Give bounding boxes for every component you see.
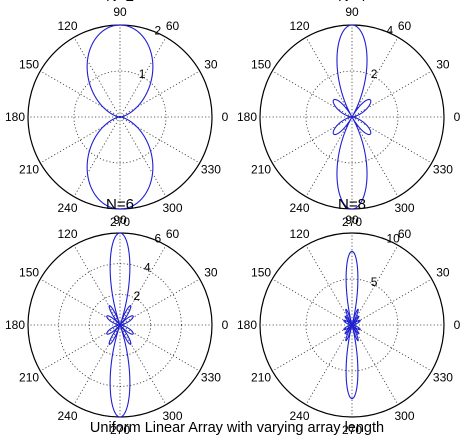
angle-tick-label: 150 [251,58,271,72]
angle-tick-label: 270 [342,215,362,229]
radial-grid-ring [73,70,167,164]
angle-tick-label: 30 [436,58,450,72]
angle-tick-label: 60 [166,227,180,241]
angular-grid-spoke [272,70,353,118]
angle-tick-label: 240 [289,409,309,423]
angular-grid-spoke [272,278,353,326]
angle-tick-label: 120 [57,19,77,33]
angular-grid-spoke [119,324,167,405]
radiation-pattern-line [86,24,154,210]
angular-grid-spoke [272,116,353,164]
angular-grid-spoke [305,245,353,326]
angular-grid-spoke [40,116,121,164]
angle-tick-label: 300 [162,409,182,423]
polar-plot-1: 0 30 60 90 120 150 180 210 240 270 300 330 1 2 N=2 [5,0,229,229]
angle-tick-label: 210 [19,163,39,177]
radial-tick-label: 2 [154,24,161,38]
angle-tick-label: 120 [289,19,309,33]
angle-tick-label: 300 [394,409,414,423]
angle-tick-label: 150 [251,266,271,280]
angular-grid-spoke [73,37,121,118]
radiation-pattern-line [332,24,372,210]
angle-tick-label: 300 [394,201,414,215]
angle-tick-label: 0 [222,318,229,332]
angle-tick-label: 150 [19,266,39,280]
radial-tick-label: 2 [371,67,378,81]
angle-tick-label: 180 [237,318,257,332]
angle-tick-label: 270 [110,423,130,437]
radiation-pattern-line [343,250,361,400]
angle-tick-label: 180 [5,318,25,332]
radial-grid-ring [305,278,399,372]
angle-tick-label: 300 [162,201,182,215]
plot-title: N=2 [106,0,134,5]
angle-tick-label: 60 [398,19,412,33]
angle-tick-label: 210 [19,371,39,385]
angle-tick-label: 180 [237,110,257,124]
angle-tick-label: 270 [342,423,362,437]
figure-caption: Uniform Linear Array with varying array … [89,420,385,436]
angle-tick-label: 0 [222,110,229,124]
angle-tick-label: 330 [433,163,453,177]
plot-title: N=4 [338,0,366,5]
angular-grid-spoke [73,245,121,326]
angular-grid-spoke [119,245,167,326]
angle-tick-label: 330 [201,163,221,177]
angle-tick-label: 90 [113,213,127,227]
angle-tick-label: 270 [110,215,130,229]
angular-grid-spoke [351,70,432,118]
angular-grid-spoke [351,278,432,326]
polar-plot-3: 0 30 60 90 120 150 180 210 240 270 300 330 2 46 N=6 [5,196,229,437]
angle-tick-label: 90 [345,5,359,19]
angle-tick-label: 120 [289,227,309,241]
angle-tick-label: 60 [398,227,412,241]
polar-plot-2: 0 30 60 90 120 150 180 210 240 270 300 330 2 4 N=4 [237,0,461,229]
outer-axis-circle [259,232,445,418]
angle-tick-label: 120 [57,227,77,241]
angle-tick-label: 30 [204,58,218,72]
angular-grid-spoke [119,70,200,118]
plot-title: N=6 [106,196,134,213]
angular-grid-spoke [40,70,121,118]
angle-tick-label: 60 [166,19,180,33]
angle-tick-label: 90 [345,213,359,227]
angle-tick-label: 30 [204,266,218,280]
angle-tick-label: 150 [19,58,39,72]
angle-tick-label: 240 [289,201,309,215]
angle-tick-label: 180 [5,110,25,124]
radial-tick-label: 4 [144,260,151,274]
angular-grid-spoke [272,324,353,372]
angle-tick-label: 210 [251,163,271,177]
angle-tick-label: 240 [57,201,77,215]
angle-tick-label: 210 [251,371,271,385]
angle-tick-label: 330 [433,371,453,385]
radial-grid-ring [305,70,399,164]
radial-tick-label: 4 [386,24,393,38]
radial-tick-label: 1 [139,67,146,81]
angle-tick-label: 0 [454,318,461,332]
angular-grid-spoke [73,324,121,405]
radial-tick-label: 5 [371,275,378,289]
angle-tick-label: 330 [201,371,221,385]
angle-tick-label: 30 [436,266,450,280]
angle-tick-label: 0 [454,110,461,124]
radial-tick-label: 2 [133,289,140,303]
plot-title: N=8 [338,196,366,213]
angle-tick-label: 90 [113,5,127,19]
radiation-pattern-line [106,232,134,418]
polar-plot-4: 0 30 60 90 120 150 180 210 240 270 300 330 5 10 N=8 [237,196,461,437]
radial-tick-label: 6 [154,232,161,246]
radial-tick-label: 10 [386,232,400,246]
angle-tick-label: 240 [57,409,77,423]
angular-grid-spoke [305,37,353,118]
